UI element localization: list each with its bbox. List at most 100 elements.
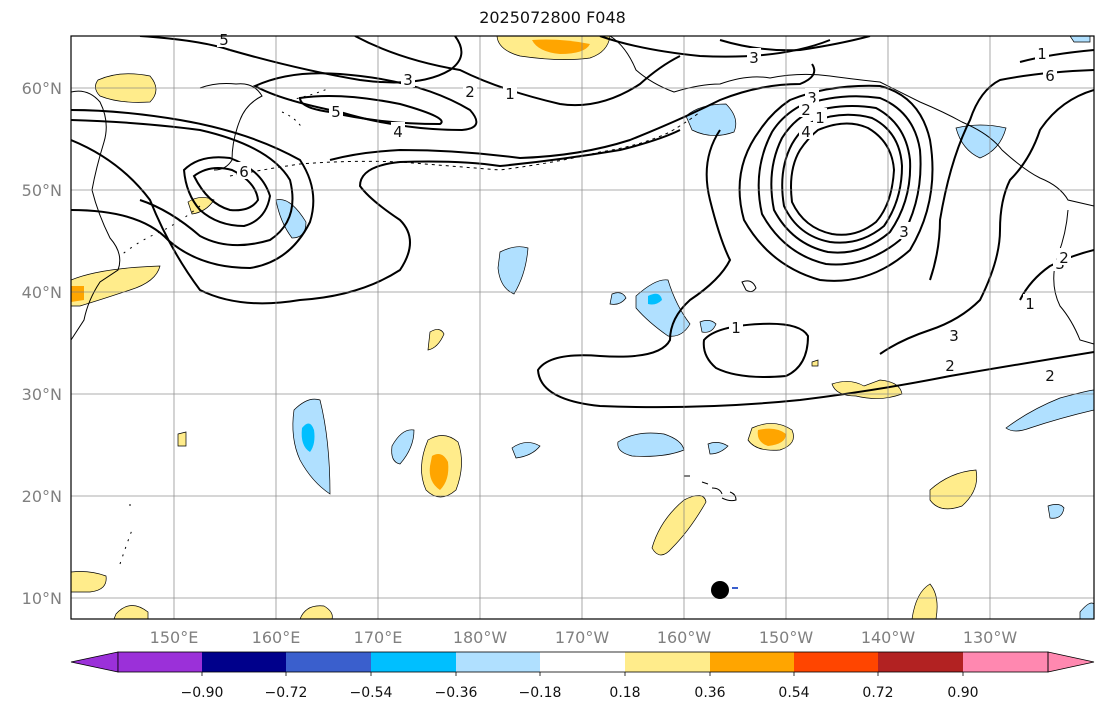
figure-title: 2025072800 F048 [479,8,626,27]
contour-label: 5 [219,31,229,49]
colorbar-extend-right [1047,651,1095,673]
contour-line [192,167,260,212]
positive-anomaly-patch [177,431,187,447]
lon-tick-label: 170°E [354,628,403,647]
contour-line [929,69,1094,281]
negative-anomaly-patch [648,293,662,305]
contour-label: 4 [801,123,811,141]
lon-tick-label: 170°W [555,628,610,647]
colorbar-tick-label: −0.54 [350,685,393,701]
lat-tick-label: 50°N [22,181,62,200]
negative-anomaly-patch [635,279,691,337]
negative-anomaly-patch [1047,504,1065,519]
colorbar-tick-label: 0.90 [947,685,978,701]
plot-area [71,36,1094,619]
contour-label-bg [1035,44,1049,61]
contour-line [770,105,912,254]
contour-label-bg [401,70,415,87]
lat-tick-label: 20°N [22,487,62,506]
negative-anomaly-patch [1079,602,1094,619]
contour-line [1019,249,1094,301]
contour-label: 2 [465,83,475,101]
contour-label: 3 [807,89,817,107]
colorbar-segment [963,652,1048,672]
contour-label: 2 [801,101,811,119]
positive-anomaly-patch [429,454,449,490]
contour-line [781,113,904,244]
aleutian-islands [229,111,701,177]
positive-anomaly-patch [71,571,107,593]
contour-label: 4 [393,123,403,141]
contour-label-bg [813,108,827,125]
location-marker [711,581,729,599]
positive-anomaly-patch [71,265,161,307]
contour-line [182,156,272,228]
contour-label: 2 [945,357,955,375]
lon-tick-label: 140°W [861,628,916,647]
negative-anomaly-patch [707,442,729,455]
contour-label: 2 [1059,249,1069,267]
contour-label-bg [943,356,957,373]
contour-label-bg [329,102,343,119]
colorbar-segment [878,652,963,672]
contour-line [790,122,896,236]
alaska-coastline [609,36,1094,207]
colorbar [70,651,1095,673]
negative-anomaly-patch [301,423,315,452]
kuril-islands [119,205,201,257]
contour-label: 6 [1045,67,1055,85]
positive-anomaly-patch [71,286,84,302]
contour-label: 1 [505,85,515,103]
contour-line [354,36,681,107]
contour-line [71,119,294,247]
shaded-anomaly-fields [71,36,1094,619]
small-islet [741,280,757,293]
colorbar-segment [540,652,625,672]
colorbar-segment [118,652,202,672]
negative-anomaly-patch [609,292,627,305]
contour-label: 3 [403,71,413,89]
negative-anomaly-patch [1069,36,1091,43]
colorbar-tick-label: 0.18 [609,685,640,701]
contour-label: 1 [815,109,825,127]
lon-tick-label: 150°E [150,628,199,647]
contour-label-bg [503,84,517,101]
lat-tick-label: 40°N [22,283,62,302]
contour-label-bg [799,122,813,139]
lon-tick-label: 130°W [963,628,1018,647]
lon-tick-label: 180°W [453,628,508,647]
contour-label-bg [463,82,477,99]
pacific-islets [119,504,133,565]
colorbar-segment [625,652,710,672]
colorbar-extend-left [70,651,119,673]
positive-anomaly-patch [757,428,786,446]
contour-line [298,95,443,126]
na-west-coastline [1053,209,1094,345]
lon-tick-label: 160°W [657,628,712,647]
lon-tick-label: 150°W [759,628,814,647]
contour-line [229,36,463,84]
colorbar-segment [286,652,371,672]
negative-anomaly-patch [955,124,1007,159]
colorbar-tick-label: −0.90 [181,685,224,701]
contour-line [757,95,922,266]
contour-line [702,322,810,378]
contour-label-bg [729,318,743,335]
contour-label-bg [391,122,405,139]
contour-label: 1 [1025,295,1035,313]
contour-label-bg [1043,366,1057,383]
positive-anomaly-patch [811,359,819,367]
contour-label: 5 [331,103,341,121]
contour-label-bg [237,162,251,179]
positive-anomaly-patch [911,583,938,619]
contour-label-bg [897,222,911,239]
lat-tick-label: 10°N [22,589,62,608]
positive-anomaly-patch [651,495,707,556]
negative-anomaly-patch [497,246,529,295]
positive-anomaly-patch [532,39,590,54]
colorbar-tick-labels: −0.90 −0.72 −0.54 −0.36 −0.18 0.18 0.36 0.54 0.7… [181,672,979,701]
contour-label: 3 [749,49,759,67]
latitude-labels: 10°N 20°N 30°N 40°N 50°N 60°N [22,79,62,608]
contour-line [738,84,934,282]
